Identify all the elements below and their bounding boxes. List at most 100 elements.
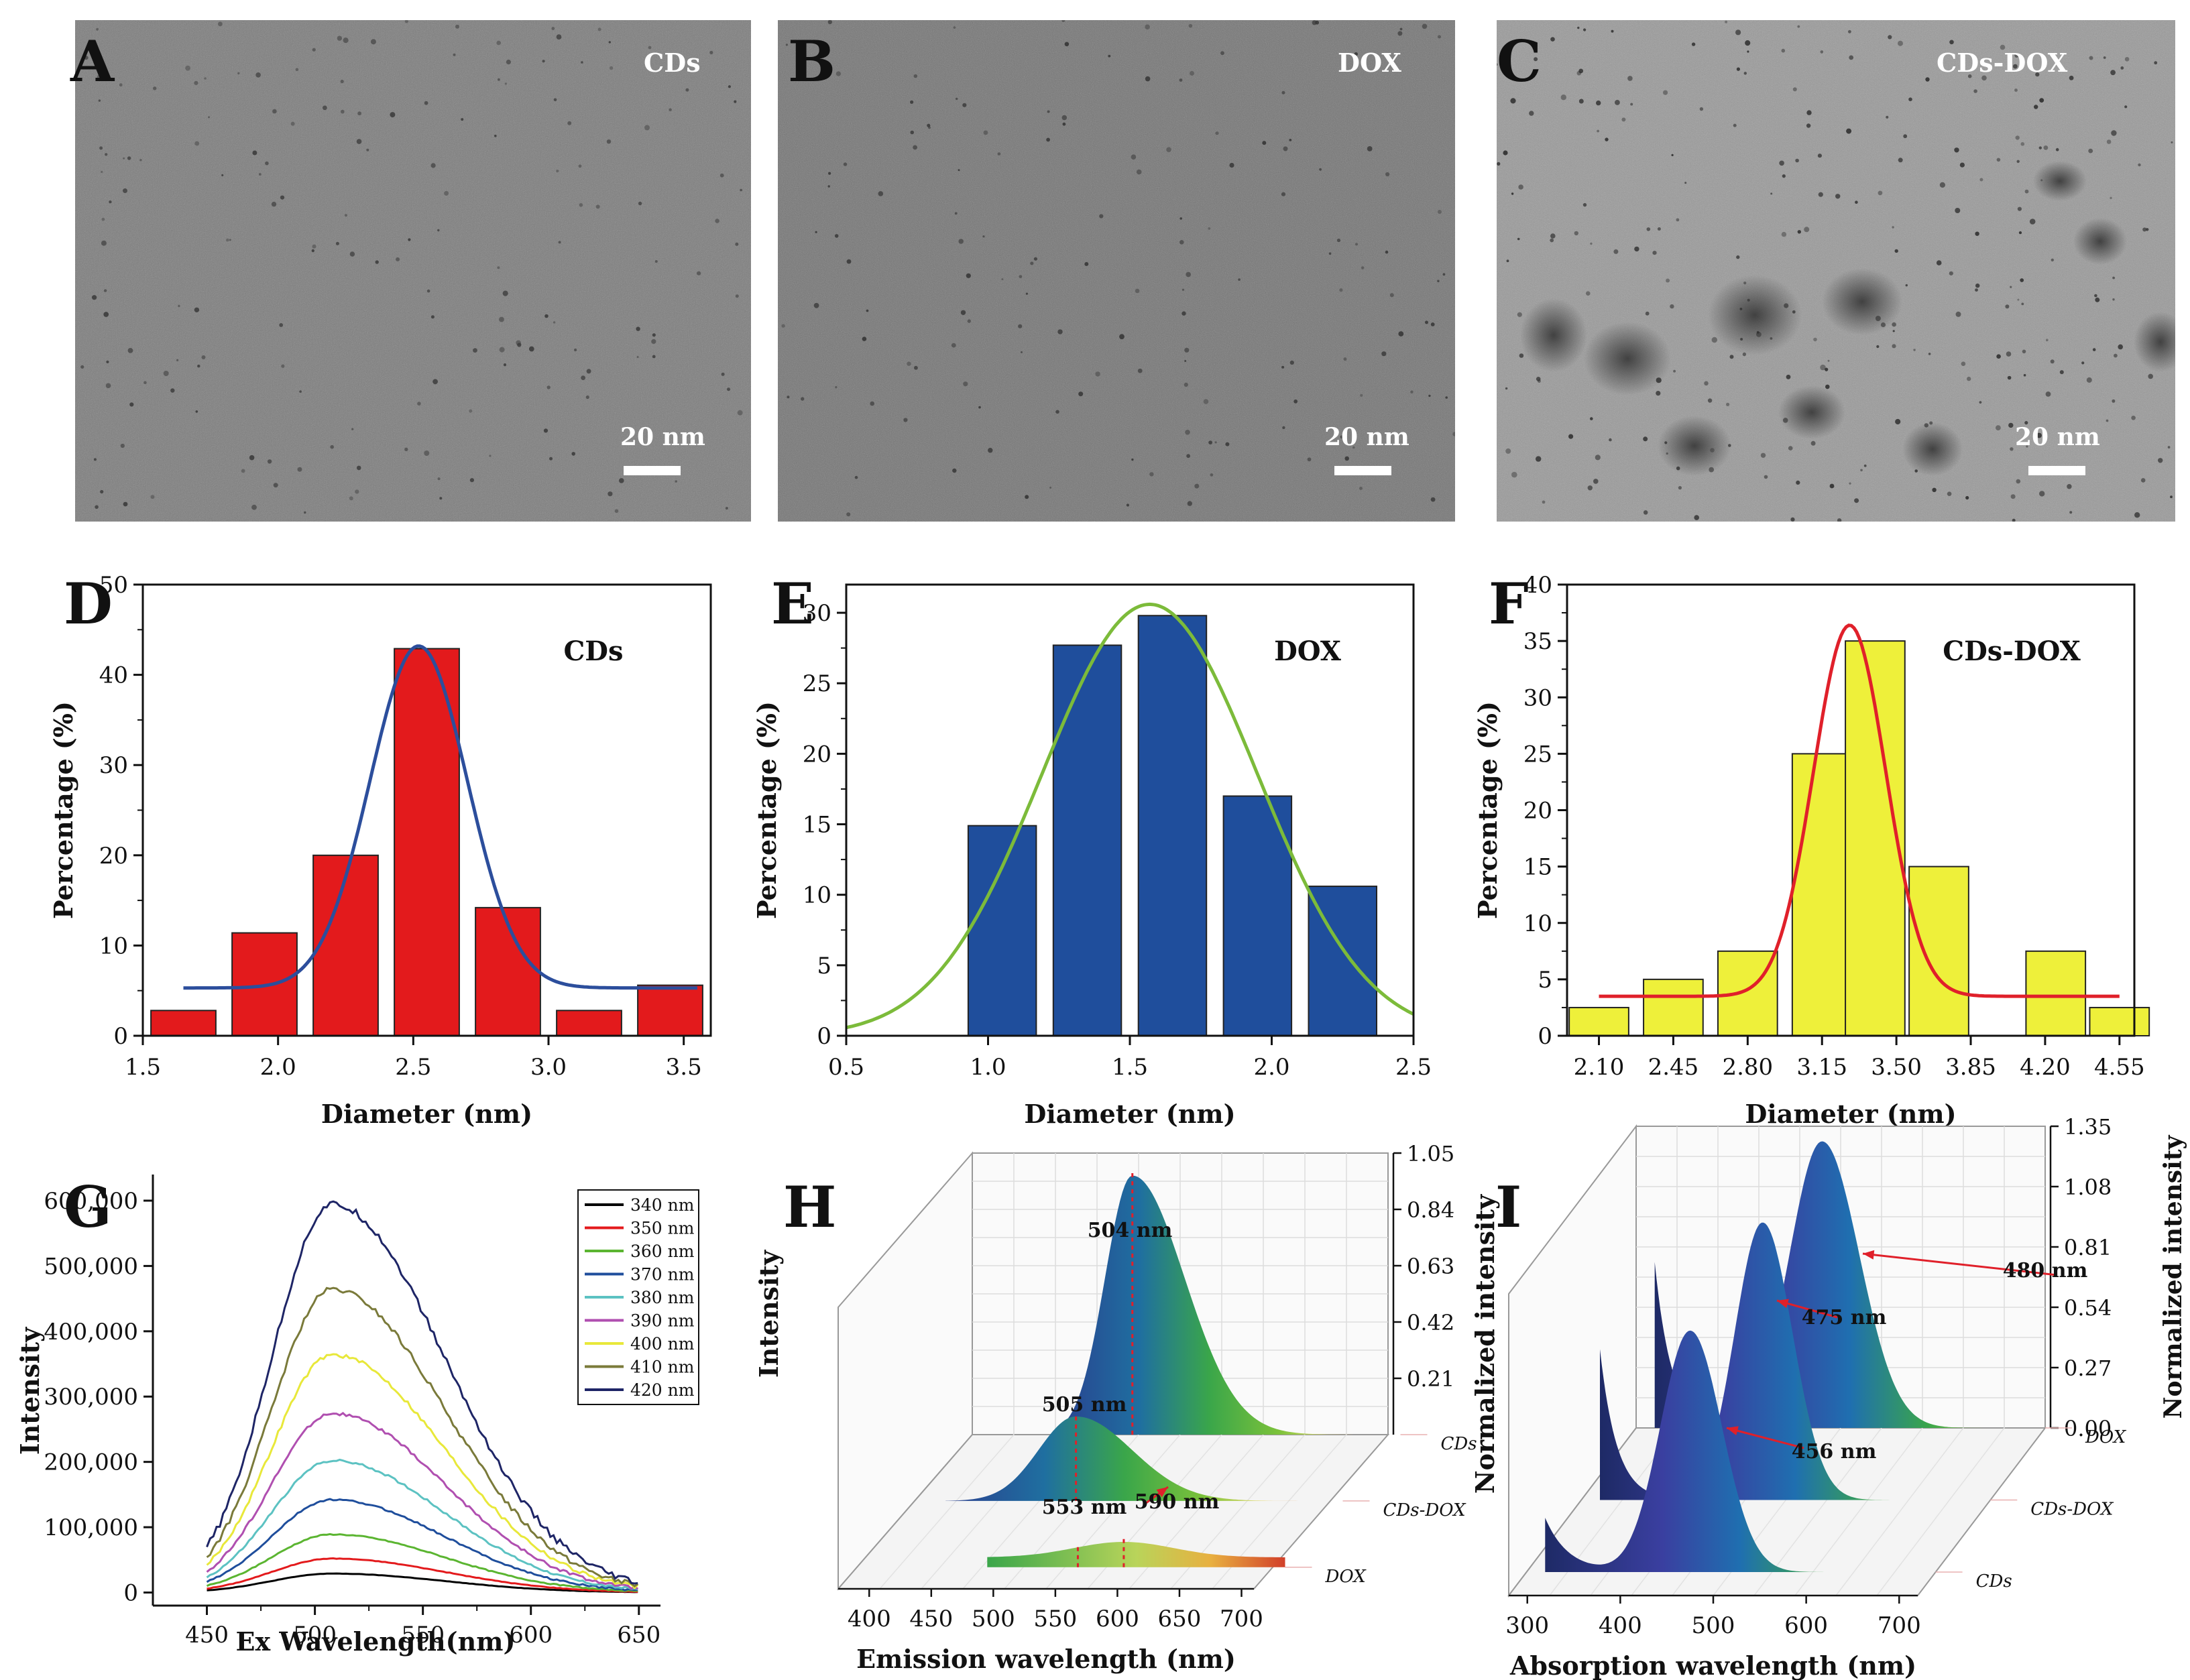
x-tick-label: 2.5 [1395, 1054, 1432, 1081]
tem-particle [1281, 365, 1285, 369]
tem-particle [195, 410, 198, 413]
tem-particle [1827, 359, 1830, 362]
legend-label: 380 nm [630, 1288, 695, 1307]
tem-particle [1586, 291, 1591, 296]
tem-particle [675, 480, 677, 483]
tem-particle [1975, 288, 1978, 292]
tem-particle [2094, 294, 2097, 298]
tem-particle [221, 174, 224, 176]
tem-particle [1657, 227, 1661, 231]
tem-particle [473, 348, 477, 353]
tem-particle [709, 50, 713, 54]
tem-particle [2020, 142, 2025, 146]
tem-particle [80, 365, 84, 369]
x-tick-label: 700 [1878, 1612, 1921, 1639]
tem-particle [265, 161, 269, 166]
chart-title: DOX [1274, 636, 1341, 667]
tem-particle [2131, 416, 2136, 420]
spectrum-cds [1545, 1330, 1936, 1572]
tem-particle [2005, 304, 2010, 309]
tem-particle [2106, 139, 2112, 144]
bar [1568, 1006, 1629, 1036]
tem-particle [297, 467, 302, 472]
tem-particle [740, 188, 742, 192]
tem-particle [1643, 510, 1648, 515]
tem-particle [1597, 129, 1599, 133]
series-line [206, 1533, 638, 1592]
tem-particle [424, 451, 430, 456]
tem-particle [907, 361, 911, 366]
legend-label: 360 nm [630, 1242, 695, 1261]
tem-particle [558, 241, 561, 244]
tem-particle [2059, 370, 2064, 375]
tem-particle [963, 381, 968, 387]
tem-particle [1137, 368, 1143, 373]
tem-particle [127, 156, 131, 160]
peak-arrowhead [1777, 1299, 1789, 1309]
tem-particle [424, 101, 428, 105]
tem-particle [1517, 237, 1520, 241]
tem-particle [614, 509, 619, 514]
tem-particle [280, 195, 285, 200]
tem-particle [344, 214, 347, 217]
tem-particle [208, 116, 210, 119]
tem-particle [1577, 26, 1580, 29]
tem-particle [2069, 75, 2074, 80]
tem-particle [163, 371, 169, 376]
tem-particle [1184, 347, 1190, 353]
tem-particle [1806, 110, 1812, 115]
tem-particle [1908, 97, 1912, 101]
tem-particle [2103, 56, 2106, 59]
tem-particle [785, 44, 788, 46]
tem-particle [2016, 160, 2020, 163]
tem-particle [311, 249, 314, 253]
tem-particle [1779, 160, 1784, 166]
tem-particle [1438, 35, 1441, 39]
y-axis-label: Intensity [754, 1250, 784, 1378]
tem-particle [1613, 249, 1619, 254]
tem-particle [878, 191, 884, 196]
tem-particle [1497, 63, 1498, 66]
tem-particle [1979, 401, 1982, 404]
tem-particle [2171, 141, 2173, 143]
tem-particle [1517, 312, 1522, 317]
z-tick-label: 0.27 [2064, 1356, 2112, 1381]
y-tick-label: 0 [123, 1580, 138, 1607]
tem-particle [1184, 360, 1187, 362]
tem-particle [2111, 130, 2117, 136]
tem-particle [1729, 355, 1734, 359]
tem-particle [781, 324, 785, 328]
tem-particle [2088, 148, 2093, 154]
scale-bar-label-c: 20 nm [2015, 423, 2100, 451]
tem-particle [127, 348, 133, 353]
tem-particle [1611, 29, 1614, 33]
bar [1908, 865, 1969, 1036]
tem-particle [1810, 440, 1816, 446]
tem-particle [1846, 128, 1852, 134]
z-tick-label: 0.00 [2064, 1416, 2112, 1441]
tem-particle [404, 20, 408, 23]
y-tick-label: 20 [1523, 798, 1552, 825]
tem-particle [251, 504, 257, 510]
tem-particle [426, 289, 430, 293]
tem-particle [1187, 501, 1192, 506]
tem-particle [170, 388, 175, 393]
tem-particle [1804, 227, 1810, 233]
tem-particle [1033, 257, 1037, 261]
tem-particle [1385, 250, 1389, 254]
tem-particle [1835, 194, 1841, 199]
tem-particle [1030, 261, 1034, 265]
tem-particle [2114, 353, 2118, 358]
fit-curve [183, 644, 697, 990]
peak-arrowhead [1863, 1250, 1875, 1260]
tem-particle [1328, 252, 1332, 255]
peak-arrowhead [1727, 1426, 1739, 1435]
tem-particle [461, 118, 464, 121]
tem-particle [870, 401, 874, 406]
bar [1643, 978, 1704, 1036]
tem-particle [1001, 278, 1004, 280]
tem-particle [1126, 503, 1129, 507]
tem-particle [1849, 55, 1854, 60]
tem-particle [1760, 453, 1766, 458]
x-tick-label: 300 [1505, 1612, 1549, 1639]
